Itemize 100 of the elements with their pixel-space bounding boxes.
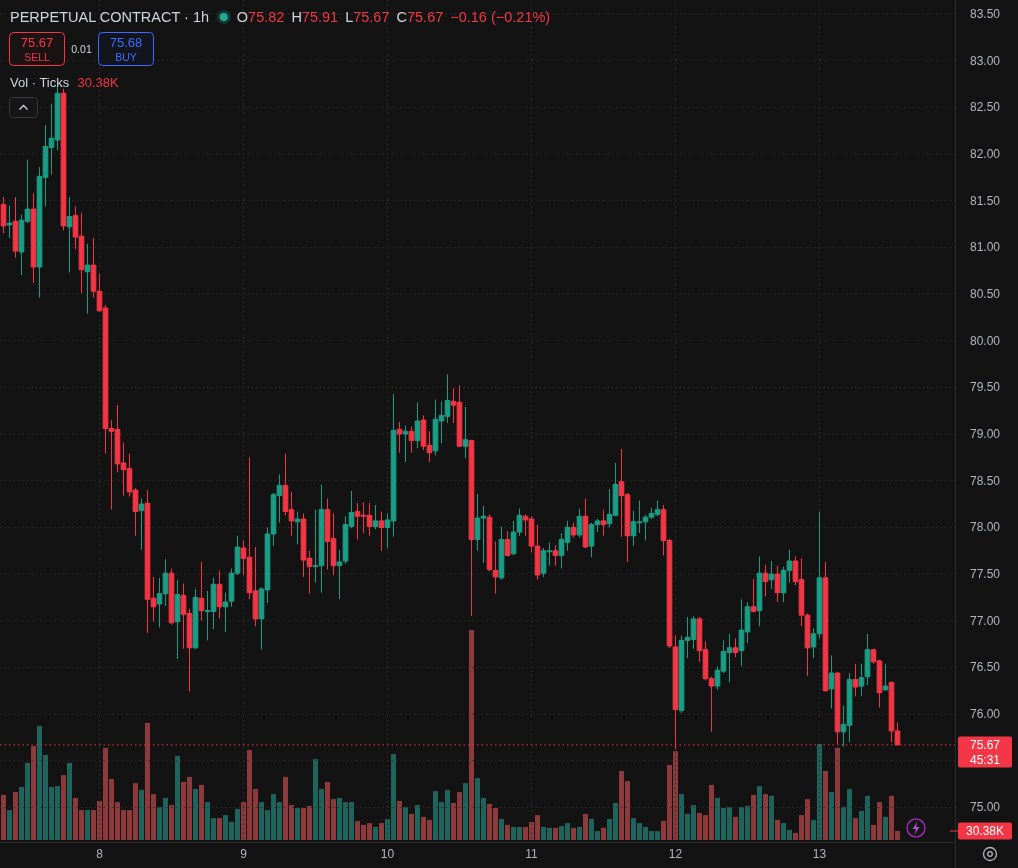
candlestick	[66, 196, 73, 274]
bar	[750, 794, 757, 840]
candlestick	[774, 565, 781, 603]
bar	[378, 823, 385, 840]
bar	[732, 816, 739, 840]
bar	[774, 819, 781, 840]
ref-line-label: 75.67	[969, 737, 1001, 752]
chart-title: Vol · Ticks	[10, 74, 70, 90]
text: 45:31	[969, 752, 1001, 767]
candlestick	[408, 426, 415, 454]
bar	[216, 818, 223, 840]
bar	[192, 789, 199, 840]
bar	[402, 807, 409, 840]
bar	[408, 813, 415, 840]
candlestick	[138, 497, 145, 551]
candlestick	[294, 511, 301, 545]
bar	[60, 775, 67, 840]
bar	[12, 792, 19, 840]
text: PERPETUAL CONTRACT · 1h	[10, 9, 210, 25]
annotation: SELL	[24, 51, 50, 63]
candlestick	[552, 544, 559, 567]
bar	[882, 816, 889, 840]
bar	[294, 808, 301, 840]
bar	[498, 818, 505, 840]
candlestick	[750, 578, 757, 613]
y-tick-label: 83.50	[969, 7, 1001, 21]
bar	[552, 827, 559, 840]
bar	[462, 783, 469, 840]
y-tick-label: 76.50	[969, 660, 1001, 675]
x-tick-label: 8	[96, 847, 104, 861]
annotation: C75.67	[396, 9, 444, 25]
annotation: L75.67	[345, 9, 390, 25]
annotation: 0.01	[71, 43, 92, 55]
candlestick	[732, 638, 739, 658]
bar	[168, 805, 175, 840]
candlestick	[84, 243, 91, 315]
y-tick-label: 82.00	[969, 147, 1001, 162]
bar	[570, 827, 577, 840]
candlestick	[198, 561, 205, 622]
y-tick-label: 80.50	[969, 287, 1001, 302]
bar	[834, 747, 841, 840]
candlestick	[852, 663, 859, 697]
y-tick-label: 81.00	[969, 240, 1001, 255]
bar	[822, 770, 829, 840]
candlestick	[414, 401, 421, 449]
bar	[174, 755, 181, 840]
candlestick	[396, 421, 403, 454]
bar	[414, 805, 421, 840]
x-tick-label: 13	[812, 847, 827, 861]
bar	[138, 789, 145, 840]
candlestick	[492, 540, 499, 595]
y-tick-label: 77.50	[969, 567, 1001, 582]
y-tick-label: 78.50	[969, 473, 1001, 488]
y-tick-label: 83.00	[969, 53, 1001, 68]
y-tick-label: 79.00	[969, 427, 1001, 442]
candlestick	[570, 522, 577, 539]
candlestick	[174, 579, 181, 660]
annotation: BUY	[115, 51, 137, 63]
candlestick	[600, 509, 607, 537]
candlestick	[762, 564, 769, 597]
y-tick-label: 79.50	[969, 380, 1001, 395]
bar	[6, 810, 13, 840]
bar	[576, 826, 583, 840]
y-tick-label: 82.50	[969, 100, 1001, 115]
bar	[828, 792, 835, 840]
y-tick-label: 78.00	[969, 520, 1001, 535]
candlestick	[768, 560, 775, 590]
candlestick	[12, 196, 19, 259]
chart-subtitle: 30.38K	[77, 74, 119, 90]
annotation: −0.16 (−0.21%)	[450, 9, 551, 25]
candlestick	[462, 406, 469, 459]
bar	[30, 746, 37, 840]
annotation: O75.82	[236, 9, 285, 25]
bar	[762, 794, 769, 840]
bar	[396, 800, 403, 840]
candlestick	[882, 663, 889, 692]
annotation: 75.67	[20, 34, 54, 50]
bar	[582, 813, 589, 840]
y-tick-label: 75.00	[969, 800, 1001, 815]
y-tick-label: 30.38K	[965, 824, 1005, 838]
y-tick-label: 80.00	[969, 333, 1001, 348]
candlestick	[372, 504, 379, 530]
candlestick	[402, 425, 409, 463]
y-tick-label: 76.00	[969, 707, 1001, 722]
candlestick	[378, 511, 385, 552]
bar	[756, 786, 763, 840]
bar	[768, 795, 775, 840]
bar	[0, 794, 7, 840]
candlestick	[6, 204, 13, 239]
candlestick	[828, 654, 835, 710]
y-tick-label: 81.50	[969, 193, 1001, 208]
bar	[84, 810, 91, 840]
x-tick-label: 12	[668, 847, 683, 861]
bar	[600, 827, 607, 840]
bar	[198, 784, 205, 840]
candlestick	[858, 663, 865, 697]
bar	[372, 826, 379, 840]
bar	[66, 762, 73, 840]
x-tick-label: 9	[240, 847, 248, 861]
bar	[504, 824, 511, 840]
